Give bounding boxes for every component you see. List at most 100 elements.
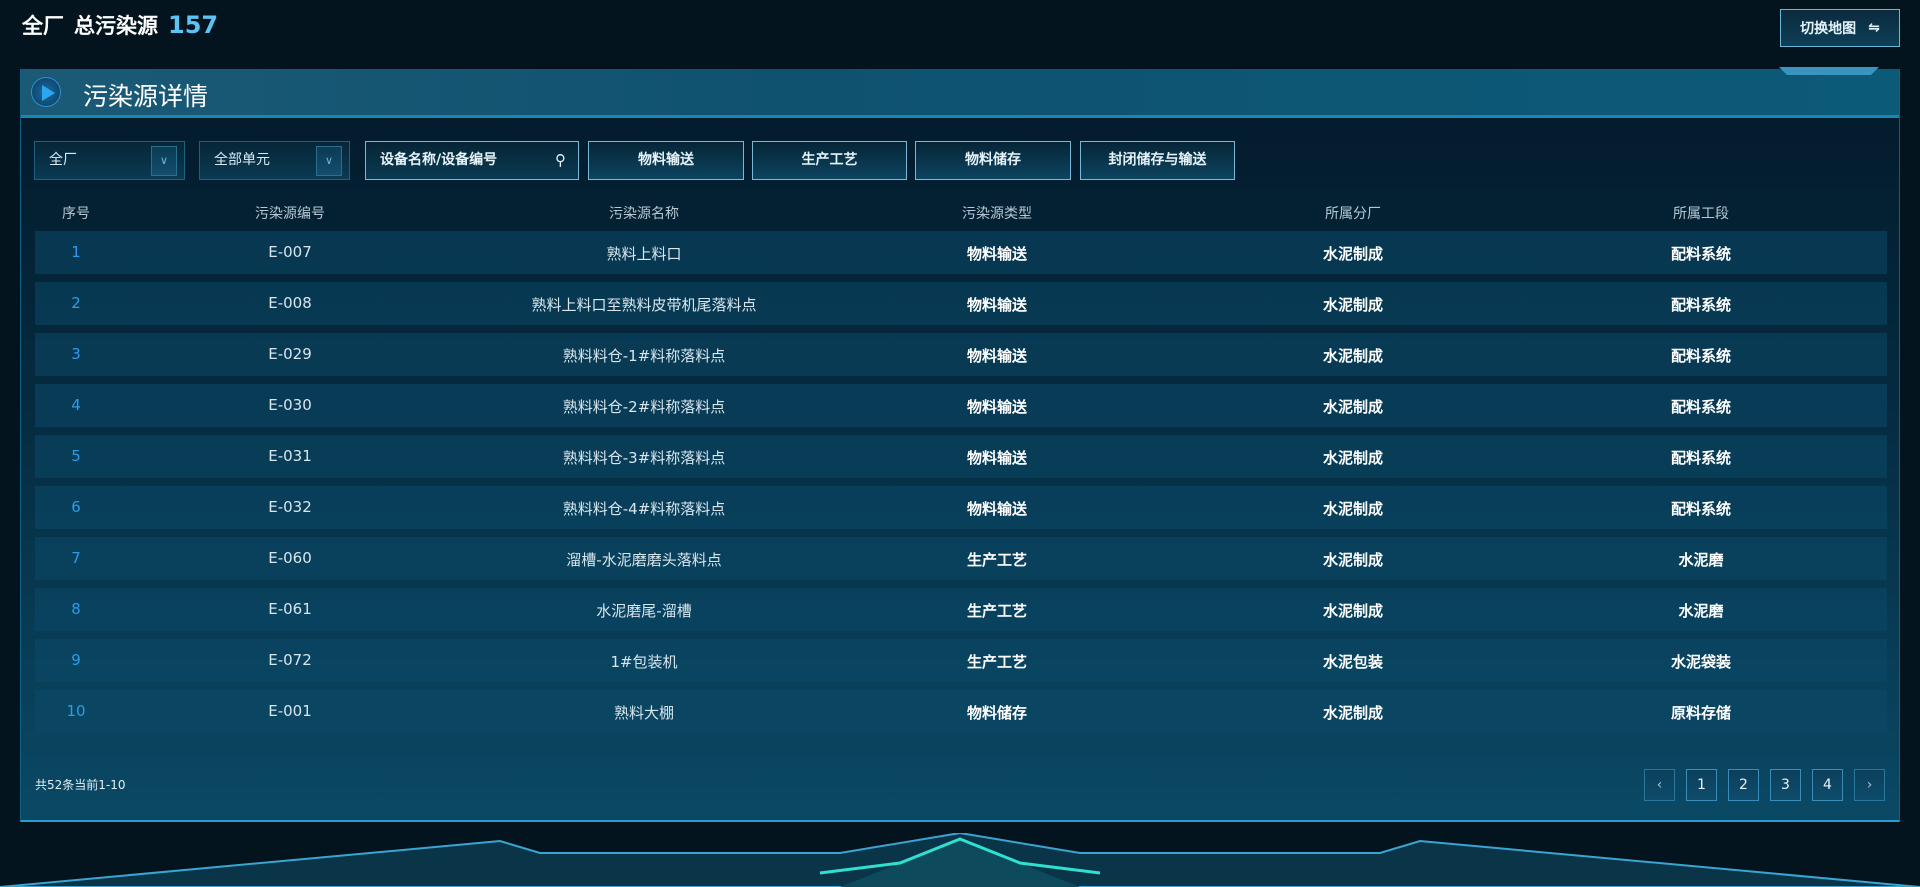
row-type: 物料输送 <box>966 296 1028 314</box>
total-count: 157 <box>168 11 219 39</box>
row-name: 熟料大棚 <box>613 704 675 722</box>
search-icon[interactable]: ⚲ <box>555 151 566 169</box>
header-branch: 所属分厂 <box>1325 206 1381 222</box>
row-section: 配料系统 <box>1670 398 1732 416</box>
row-type: 生产工艺 <box>966 551 1028 569</box>
row-section: 配料系统 <box>1670 296 1732 314</box>
filter-production-process[interactable]: 生产工艺 <box>752 141 907 180</box>
row-code: E-072 <box>268 651 312 669</box>
table-row[interactable]: 10 E-001 熟料大棚 物料储存 水泥制成 原料存储 <box>35 690 1887 733</box>
row-branch: 水泥制成 <box>1322 296 1384 314</box>
search-placeholder: 设备名称/设备编号 <box>380 152 498 168</box>
page-2-button[interactable]: 2 <box>1728 769 1759 801</box>
row-section: 水泥袋装 <box>1670 653 1732 671</box>
row-type: 物料输送 <box>966 245 1028 263</box>
row-branch: 水泥制成 <box>1322 245 1384 263</box>
page-1-button[interactable]: 1 <box>1686 769 1717 801</box>
row-index: 6 <box>71 498 81 516</box>
row-branch: 水泥制成 <box>1322 449 1384 467</box>
filter-closed-storage-transport[interactable]: 封闭储存与输送 <box>1080 141 1235 180</box>
prev-page-button[interactable]: ‹ <box>1644 769 1675 801</box>
row-index: 5 <box>71 447 81 465</box>
page-4-button[interactable]: 4 <box>1812 769 1843 801</box>
panel-header: 污染源详情 <box>21 67 1899 118</box>
header-name: 污染源名称 <box>609 206 679 222</box>
filter-material-transport[interactable]: 物料输送 <box>588 141 744 180</box>
row-branch: 水泥制成 <box>1322 602 1384 620</box>
header-section: 所属工段 <box>1673 206 1729 222</box>
row-index: 2 <box>71 294 81 312</box>
header-code: 污染源编号 <box>255 206 325 222</box>
row-type: 物料输送 <box>966 347 1028 365</box>
row-index: 8 <box>71 600 81 618</box>
total-label: 总污染源 <box>74 14 158 38</box>
row-code: E-061 <box>268 600 312 618</box>
row-code: E-031 <box>268 447 312 465</box>
table-row[interactable]: 1 E-007 熟料上料口 物料输送 水泥制成 配料系统 <box>35 231 1887 274</box>
chevron-down-icon: ∨ <box>151 146 177 176</box>
row-name: 熟料上料口至熟料皮带机尾落料点 <box>531 296 757 314</box>
page-3-button[interactable]: 3 <box>1770 769 1801 801</box>
row-name: 熟料料仓-1#料称落料点 <box>562 347 726 365</box>
row-type: 生产工艺 <box>966 653 1028 671</box>
row-branch: 水泥制成 <box>1322 551 1384 569</box>
row-type: 物料储存 <box>966 704 1028 722</box>
row-section: 配料系统 <box>1670 500 1732 518</box>
page-heading: 全厂 总污染源 157 <box>22 10 218 40</box>
row-type: 物料输送 <box>966 500 1028 518</box>
row-type: 物料输送 <box>966 449 1028 467</box>
row-type: 生产工艺 <box>966 602 1028 620</box>
chevron-down-icon: ∨ <box>316 146 342 176</box>
row-name: 水泥磨尾-溜槽 <box>596 602 692 620</box>
table-row[interactable]: 6 E-032 熟料料仓-4#料称落料点 物料输送 水泥制成 配料系统 <box>35 486 1887 529</box>
row-code: E-001 <box>268 702 312 720</box>
row-name: 熟料上料口 <box>606 245 682 263</box>
table-row[interactable]: 4 E-030 熟料料仓-2#料称落料点 物料输送 水泥制成 配料系统 <box>35 384 1887 427</box>
row-name: 溜槽-水泥磨磨头落料点 <box>566 551 722 569</box>
row-type: 物料输送 <box>966 398 1028 416</box>
row-section: 水泥磨 <box>1678 551 1724 569</box>
row-branch: 水泥制成 <box>1322 398 1384 416</box>
table-row[interactable]: 8 E-061 水泥磨尾-溜槽 生产工艺 水泥制成 水泥磨 <box>35 588 1887 631</box>
scope-label: 全厂 <box>22 14 64 38</box>
filter-material-storage[interactable]: 物料储存 <box>915 141 1071 180</box>
row-section: 原料存储 <box>1670 704 1732 722</box>
plant-select[interactable]: 全厂 ∨ <box>34 141 185 180</box>
header-type: 污染源类型 <box>962 206 1032 222</box>
row-name: 熟料料仓-4#料称落料点 <box>562 500 726 518</box>
row-code: E-030 <box>268 396 312 414</box>
table-row[interactable]: 5 E-031 熟料料仓-3#料称落料点 物料输送 水泥制成 配料系统 <box>35 435 1887 478</box>
row-code: E-029 <box>268 345 312 363</box>
row-index: 1 <box>71 243 81 261</box>
row-name: 1#包装机 <box>610 653 678 671</box>
play-icon <box>31 77 61 107</box>
switch-map-button[interactable]: 切换地图 ⇋ <box>1780 9 1900 47</box>
row-index: 10 <box>66 702 86 720</box>
row-branch: 水泥制成 <box>1322 500 1384 518</box>
unit-select[interactable]: 全部单元 ∨ <box>199 141 350 180</box>
row-index: 4 <box>71 396 81 414</box>
table-row[interactable]: 7 E-060 溜槽-水泥磨磨头落料点 生产工艺 水泥制成 水泥磨 <box>35 537 1887 580</box>
bottom-frame-decoration <box>0 833 1920 887</box>
row-name: 熟料料仓-2#料称落料点 <box>562 398 726 416</box>
row-branch: 水泥包装 <box>1322 653 1384 671</box>
row-branch: 水泥制成 <box>1322 347 1384 365</box>
row-code: E-032 <box>268 498 312 516</box>
row-index: 7 <box>71 549 81 567</box>
switch-map-label: 切换地图 <box>1800 21 1857 37</box>
header-index: 序号 <box>62 206 90 222</box>
table-row[interactable]: 3 E-029 熟料料仓-1#料称落料点 物料输送 水泥制成 配料系统 <box>35 333 1887 376</box>
row-name: 熟料料仓-3#料称落料点 <box>562 449 726 467</box>
table-row[interactable]: 2 E-008 熟料上料口至熟料皮带机尾落料点 物料输送 水泥制成 配料系统 <box>35 282 1887 325</box>
swap-arrows-icon: ⇋ <box>1868 20 1880 36</box>
pagination-summary: 共52条当前1-10 <box>35 778 126 792</box>
panel-title: 污染源详情 <box>83 82 209 111</box>
row-code: E-060 <box>268 549 312 567</box>
next-page-button[interactable]: › <box>1854 769 1885 801</box>
search-input[interactable]: 设备名称/设备编号 ⚲ <box>365 141 579 180</box>
row-code: E-008 <box>268 294 312 312</box>
plant-select-value: 全厂 <box>49 152 77 168</box>
pollution-source-panel: 污染源详情 全厂 ∨ 全部单元 ∨ 设备名称/设备编号 ⚲ 物料输送 生产工艺 … <box>20 67 1900 822</box>
table-row[interactable]: 9 E-072 1#包装机 生产工艺 水泥包装 水泥袋装 <box>35 639 1887 682</box>
unit-select-value: 全部单元 <box>214 152 270 168</box>
